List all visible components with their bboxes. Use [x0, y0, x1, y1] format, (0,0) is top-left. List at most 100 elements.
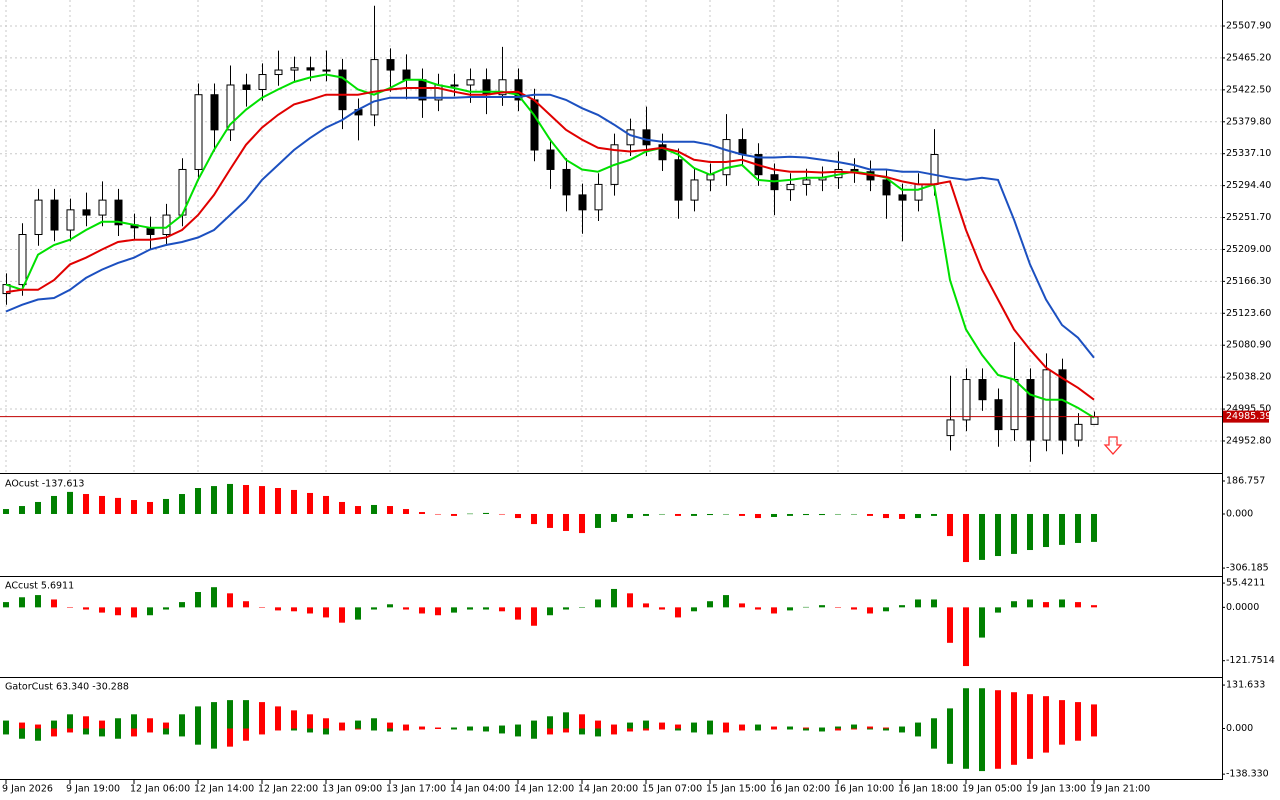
x-tick-label: 16 Jan 02:00 — [770, 784, 830, 795]
gator-bar — [451, 728, 457, 730]
gator-bar — [435, 727, 441, 729]
gator-bar — [243, 728, 249, 741]
candle-body — [802, 179, 811, 185]
gator-bar — [179, 728, 185, 737]
histogram-bar — [275, 607, 281, 611]
histogram-bar — [803, 513, 809, 516]
candle-body — [82, 209, 91, 216]
histogram-bar — [467, 513, 473, 515]
gator-bar — [595, 720, 601, 729]
gator-bar — [371, 728, 377, 731]
gator-bar — [323, 728, 329, 735]
candle-body — [594, 183, 603, 211]
histogram-bar — [291, 489, 297, 514]
histogram-bar — [1043, 602, 1049, 608]
gator-bar — [611, 728, 617, 735]
gator-bar — [1027, 728, 1033, 759]
gator-bar — [483, 728, 489, 732]
candle-body — [66, 209, 75, 231]
candle-body — [258, 74, 267, 90]
gator-bar — [131, 714, 137, 729]
y-tick-label: 0.000 — [1226, 508, 1253, 519]
histogram-bar — [563, 607, 569, 610]
candle-body — [50, 199, 59, 231]
gator-bar — [579, 728, 585, 735]
x-tick-label: 16 Jan 18:00 — [898, 784, 958, 795]
histogram-bar — [755, 607, 761, 610]
gator-bar — [1011, 728, 1017, 765]
gator-bar — [867, 726, 873, 729]
gator-bar — [83, 728, 89, 735]
histogram-bar — [787, 607, 793, 611]
gator-bar — [867, 728, 873, 730]
candle-body — [194, 94, 203, 170]
candle-body — [306, 67, 315, 71]
histogram-bar — [1075, 602, 1081, 608]
histogram-bar — [627, 593, 633, 608]
candle-body — [658, 144, 667, 161]
gator-bar — [707, 720, 713, 729]
histogram-bar — [611, 513, 617, 522]
histogram-bar — [99, 607, 105, 613]
histogram-bar — [691, 607, 697, 612]
histogram-bar — [515, 513, 521, 519]
gator-bar — [499, 728, 505, 734]
gator-bar — [419, 728, 425, 730]
histogram-bar — [979, 513, 985, 560]
y-tick-label: 0.0000 — [1226, 602, 1259, 613]
gator-bar — [515, 724, 521, 729]
histogram-bar — [339, 501, 345, 514]
gator-bar — [547, 728, 553, 735]
gator-bar — [451, 727, 457, 729]
gator-bar — [387, 722, 393, 729]
y-tick-label: 24995.50 — [1226, 404, 1271, 415]
gator-bar — [1011, 692, 1017, 729]
candle-body — [1010, 379, 1019, 431]
histogram-bar — [851, 513, 857, 515]
gator-bar — [899, 728, 905, 733]
gator-bar — [259, 728, 265, 735]
gator-bar — [835, 728, 841, 731]
candle-body — [898, 194, 907, 201]
y-tick-label: 131.633 — [1226, 680, 1265, 691]
gator-bar — [723, 722, 729, 729]
candle-body — [530, 99, 539, 151]
histogram-bar — [483, 512, 489, 514]
histogram-bar — [387, 604, 393, 608]
histogram-bar — [83, 607, 89, 610]
gator-bar — [467, 726, 473, 729]
gator-bar — [323, 718, 329, 729]
gator-bar — [99, 728, 105, 737]
histogram-bar — [675, 607, 681, 618]
histogram-bar — [771, 513, 777, 517]
gator-bar — [227, 728, 233, 747]
candle-body — [786, 183, 795, 191]
histogram-bar — [739, 513, 745, 516]
histogram-bar — [3, 509, 9, 514]
histogram-bar — [211, 486, 217, 514]
histogram-bar — [595, 513, 601, 528]
histogram-bar — [323, 607, 329, 618]
histogram-bar — [3, 602, 9, 608]
gator-bar — [1043, 696, 1049, 729]
histogram-bar — [179, 602, 185, 608]
histogram-bar — [467, 607, 473, 610]
candle-body — [674, 159, 683, 201]
histogram-bar — [579, 607, 585, 608]
indicator-title: ACcust 5.6911 — [5, 581, 74, 592]
gator-bar — [19, 722, 25, 729]
y-tick-label: 25123.60 — [1226, 308, 1271, 319]
histogram-bar — [531, 607, 537, 626]
gator-bar — [835, 726, 841, 729]
gator-bar — [579, 714, 585, 729]
histogram-bar — [835, 513, 841, 515]
histogram-bar — [563, 513, 569, 531]
y-tick-label: -121.7514 — [1226, 655, 1275, 666]
histogram-bar — [1011, 601, 1017, 608]
histogram-bar — [147, 501, 153, 514]
histogram-bar — [435, 607, 441, 616]
gator-bar — [851, 728, 857, 730]
histogram-bar — [723, 513, 729, 515]
moving-average — [5, 87, 1095, 401]
histogram-bar — [963, 607, 969, 667]
